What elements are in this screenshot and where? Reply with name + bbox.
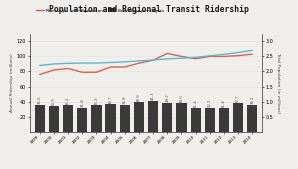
Text: 36.2: 36.2 (250, 95, 254, 104)
Y-axis label: Total Population (in millions): Total Population (in millions) (276, 52, 280, 113)
Bar (233, 103, 243, 132)
Bar (63, 105, 73, 132)
Text: 36.7: 36.7 (108, 95, 113, 104)
Bar (247, 104, 257, 132)
Text: 31.4: 31.4 (194, 99, 198, 107)
Bar (35, 105, 45, 132)
Text: Population and Regional Transit Ridership: Population and Regional Transit Ridershi… (49, 5, 249, 14)
Bar (176, 103, 187, 132)
Text: 41.3: 41.3 (151, 91, 155, 100)
Text: 35.8: 35.8 (123, 96, 127, 104)
Bar (219, 108, 229, 132)
Bar (148, 101, 158, 132)
Bar (77, 108, 87, 132)
Bar (162, 103, 172, 132)
Text: 35.2: 35.2 (66, 96, 70, 105)
Text: 35.3: 35.3 (94, 96, 98, 105)
Bar (105, 104, 116, 132)
Bar (120, 105, 130, 132)
Text: 38.2: 38.2 (165, 94, 169, 102)
Text: 33.9: 33.9 (52, 97, 56, 106)
Legend: Ridership, Population, Boardings per Capita: Ridership, Population, Boardings per Cap… (34, 7, 165, 14)
Y-axis label: Annual Ridership (millions): Annual Ridership (millions) (10, 54, 14, 112)
Text: 32.1: 32.1 (208, 98, 212, 107)
Text: 31.8: 31.8 (80, 99, 84, 107)
Text: 31.4: 31.4 (222, 99, 226, 107)
Text: 35.6: 35.6 (38, 96, 42, 104)
Text: 37.7: 37.7 (236, 94, 240, 103)
Bar (190, 108, 201, 132)
Bar (134, 102, 144, 132)
Text: 38.0: 38.0 (179, 94, 184, 103)
Bar (91, 105, 102, 132)
Bar (49, 106, 59, 132)
Bar (205, 108, 215, 132)
Text: 38.9: 38.9 (137, 93, 141, 102)
